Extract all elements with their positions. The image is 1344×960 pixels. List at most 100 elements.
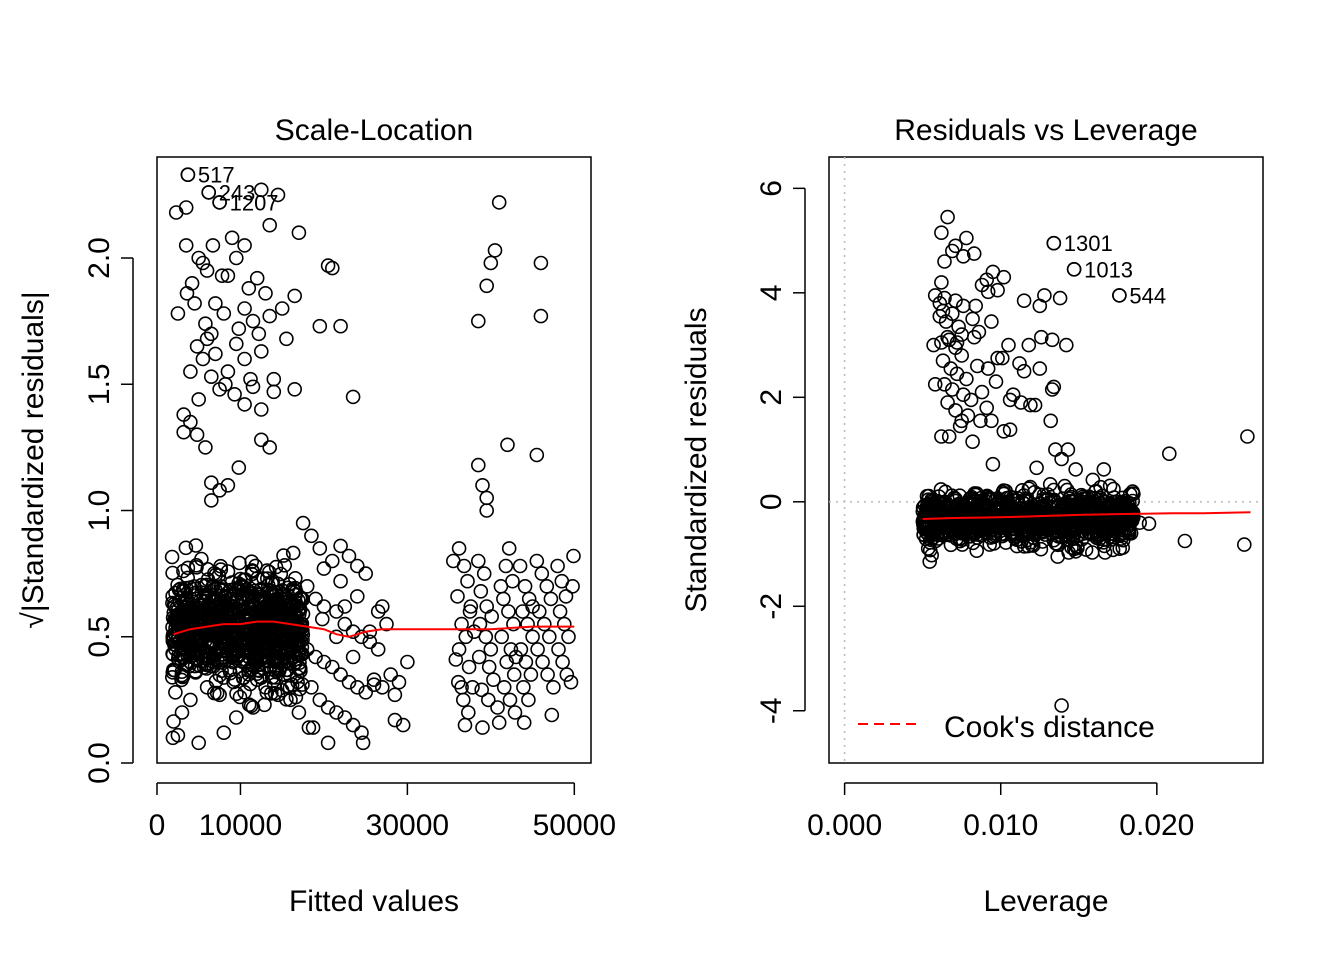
y-tick-label: -4 bbox=[755, 697, 788, 724]
data-point bbox=[1052, 290, 1068, 306]
data-point bbox=[932, 295, 948, 311]
data-point bbox=[218, 376, 233, 392]
data-point bbox=[938, 494, 954, 510]
y-tick-label: 6 bbox=[755, 180, 788, 197]
data-point bbox=[212, 596, 228, 612]
data-point bbox=[285, 584, 300, 600]
data-point bbox=[555, 654, 570, 670]
data-point bbox=[520, 616, 535, 632]
data-point bbox=[205, 238, 221, 253]
data-point bbox=[245, 379, 261, 395]
data-point bbox=[933, 482, 949, 497]
data-point bbox=[496, 591, 511, 607]
data-point bbox=[287, 381, 303, 397]
data-point bbox=[258, 679, 273, 695]
data-point bbox=[333, 667, 348, 682]
data-point bbox=[199, 679, 215, 695]
data-point bbox=[220, 477, 236, 493]
data-point bbox=[1096, 498, 1112, 514]
data-point bbox=[199, 648, 214, 664]
data-point bbox=[324, 553, 340, 569]
data-point bbox=[530, 642, 545, 657]
data-point bbox=[204, 326, 219, 342]
data-point bbox=[996, 269, 1012, 285]
data-point bbox=[195, 255, 211, 271]
data-point bbox=[276, 594, 292, 610]
data-point bbox=[349, 679, 365, 695]
data-point bbox=[374, 679, 390, 695]
smoother-path bbox=[173, 620, 575, 638]
data-point bbox=[518, 654, 534, 670]
data-point bbox=[949, 335, 965, 350]
data-point bbox=[507, 705, 523, 720]
data-point bbox=[551, 642, 566, 657]
data-point bbox=[460, 705, 476, 720]
data-point bbox=[214, 647, 229, 662]
data-point bbox=[454, 616, 469, 632]
data-point bbox=[358, 684, 374, 700]
data-point bbox=[550, 558, 565, 574]
data-point bbox=[1021, 481, 1037, 497]
data-point bbox=[508, 649, 524, 665]
data-point bbox=[973, 413, 988, 429]
data-point bbox=[354, 725, 369, 741]
data-point bbox=[1043, 413, 1058, 429]
data-point bbox=[333, 318, 348, 334]
data-point bbox=[940, 395, 955, 410]
data-point bbox=[287, 288, 303, 304]
data-point bbox=[985, 456, 1001, 472]
data-point bbox=[470, 553, 486, 569]
data-point bbox=[216, 725, 232, 741]
data-point bbox=[279, 331, 294, 347]
data-point bbox=[379, 616, 394, 632]
data-point bbox=[973, 490, 989, 506]
data-point bbox=[1088, 483, 1104, 499]
data-point bbox=[499, 654, 515, 670]
data-point bbox=[928, 503, 944, 518]
data-point bbox=[1032, 500, 1048, 516]
data-point bbox=[927, 376, 943, 392]
data-point bbox=[168, 205, 184, 220]
data-point bbox=[1035, 491, 1051, 507]
x-axis-label: Fitted values bbox=[289, 885, 459, 918]
data-point bbox=[1085, 472, 1101, 488]
y-tick-label: 0 bbox=[755, 493, 788, 510]
data-point bbox=[922, 554, 938, 569]
data-point bbox=[525, 599, 540, 614]
point-label: 1207 bbox=[230, 190, 279, 215]
data-point bbox=[333, 573, 348, 589]
data-point bbox=[231, 460, 247, 475]
data-point bbox=[937, 254, 952, 269]
data-point bbox=[561, 629, 576, 645]
data-point bbox=[454, 679, 469, 695]
data-point bbox=[479, 490, 495, 506]
data-point bbox=[525, 629, 540, 645]
y-tick-label: 2 bbox=[755, 389, 788, 406]
data-point bbox=[523, 667, 539, 682]
data-point bbox=[165, 646, 180, 662]
data-point bbox=[333, 538, 348, 554]
data-point bbox=[1060, 442, 1076, 457]
data-point bbox=[176, 407, 191, 422]
x-tick-label: 0.000 bbox=[807, 809, 882, 842]
data-point bbox=[496, 679, 512, 695]
data-point bbox=[183, 692, 198, 708]
data-point bbox=[370, 642, 386, 657]
data-point bbox=[204, 369, 219, 385]
data-point bbox=[191, 392, 206, 407]
x-axis: 0.000 0.010 0.020 bbox=[807, 782, 1194, 842]
x-tick-label: 0 bbox=[149, 809, 166, 842]
data-point bbox=[1001, 337, 1016, 353]
data-point bbox=[174, 705, 190, 720]
data-point bbox=[937, 376, 952, 392]
data-point bbox=[186, 629, 202, 645]
data-point bbox=[232, 689, 248, 705]
data-point bbox=[541, 629, 557, 645]
data-point bbox=[954, 413, 970, 429]
data-point bbox=[312, 541, 328, 556]
data-point bbox=[1048, 442, 1063, 457]
data-point bbox=[483, 642, 499, 657]
data-point bbox=[179, 285, 195, 301]
data-point bbox=[1106, 490, 1122, 505]
data-point bbox=[291, 705, 307, 720]
